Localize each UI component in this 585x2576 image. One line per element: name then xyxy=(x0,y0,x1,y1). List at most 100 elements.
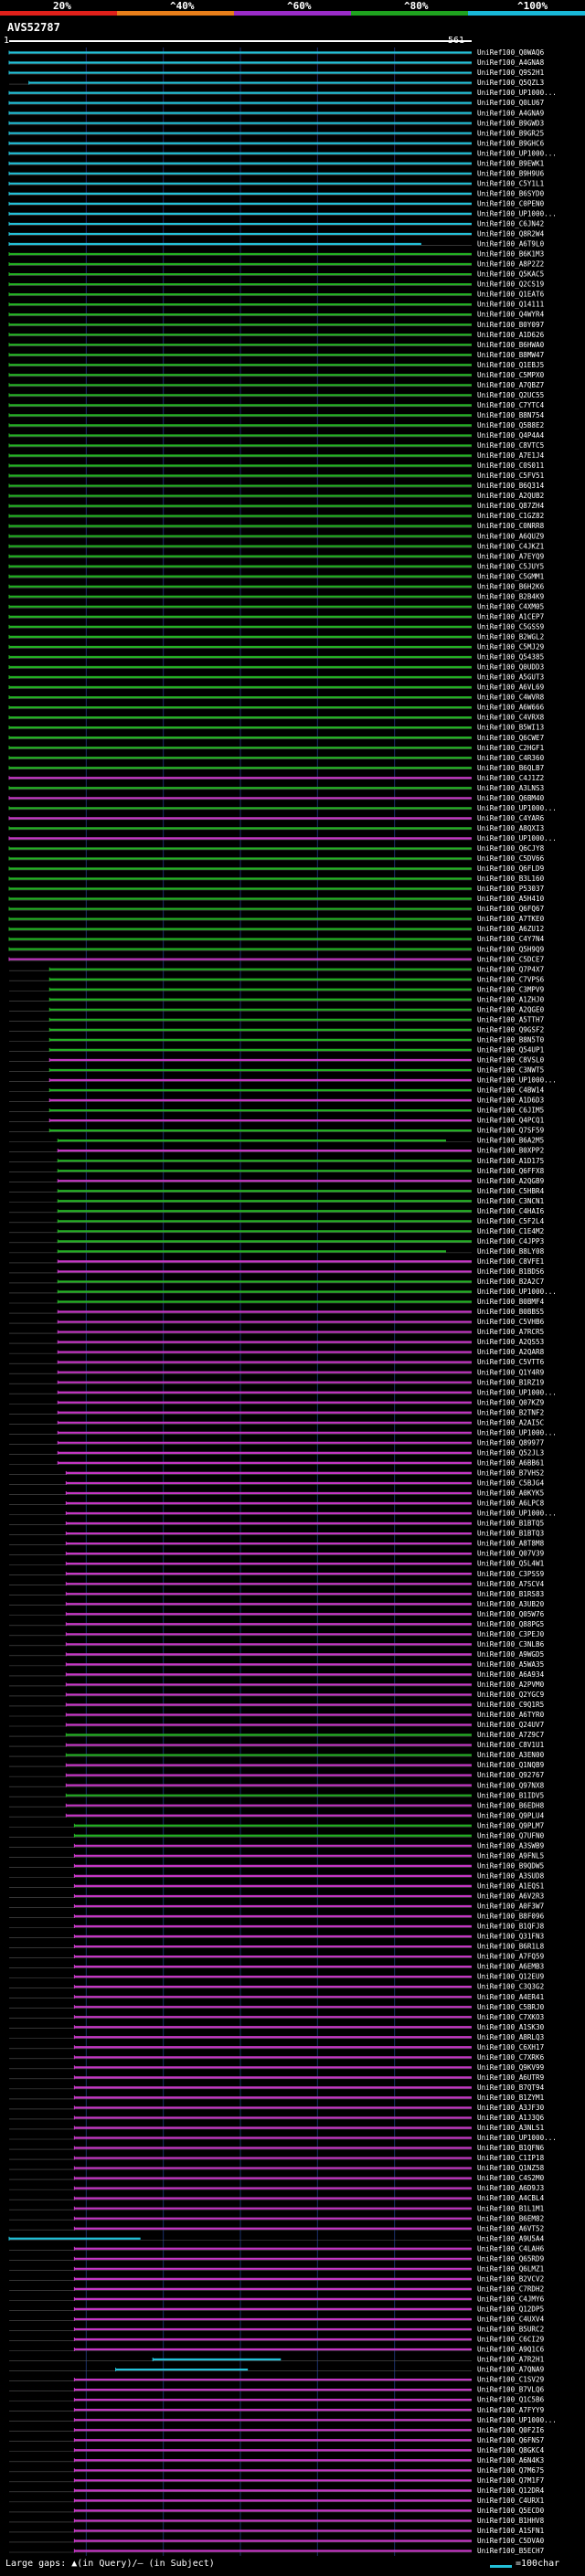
hit-label[interactable]: UniRef100_B6QLB7 xyxy=(477,764,544,772)
hit-label[interactable]: UniRef100_A7QNA9 xyxy=(477,2366,545,2374)
hit-label[interactable]: UniRef100_A6BB61 xyxy=(477,1458,545,1467)
hit-label[interactable]: UniRef100_B3L160 xyxy=(477,875,545,883)
hit-label[interactable]: UniRef100_B1BDS6 xyxy=(477,1267,545,1276)
hit-label[interactable]: UniRef100_Q0WAQ6 xyxy=(477,48,545,57)
hit-label[interactable]: UniRef100_Q24UV7 xyxy=(477,1721,544,1729)
hit-label[interactable]: UniRef100_C1SV29 xyxy=(477,2376,545,2384)
hit-label[interactable]: UniRef100_UP1000... xyxy=(477,2416,557,2424)
hit-label[interactable]: UniRef100_B6R1L8 xyxy=(477,1943,545,1951)
hit-label[interactable]: UniRef100_Q9PLU4 xyxy=(477,1811,545,1819)
hit-label[interactable]: UniRef100_Q4P4A4 xyxy=(477,431,545,440)
hit-label[interactable]: UniRef100_A6V2R3 xyxy=(477,1892,544,1901)
hit-label[interactable]: UniRef100_A7R2H1 xyxy=(477,2356,545,2364)
hit-label[interactable]: UniRef100_A5TTH7 xyxy=(477,1015,544,1023)
hit-label[interactable]: UniRef100_Q07V39 xyxy=(477,1550,545,1558)
hit-label[interactable]: UniRef100_UP1000... xyxy=(477,1076,557,1085)
hit-label[interactable]: UniRef100_P53037 xyxy=(477,885,544,893)
hit-label[interactable]: UniRef100_A5GUT3 xyxy=(477,673,544,682)
hit-label[interactable]: UniRef100_B0Y097 xyxy=(477,321,544,329)
hit-label[interactable]: UniRef100_A5H410 xyxy=(477,895,545,903)
hit-label[interactable]: UniRef100_C4J1Z2 xyxy=(477,774,544,782)
hit-label[interactable]: UniRef100_C4UXV4 xyxy=(477,2316,545,2324)
hit-label[interactable]: UniRef100_Q1NZ58 xyxy=(477,2164,545,2172)
hit-label[interactable]: UniRef100_B1HHV8 xyxy=(477,2517,545,2525)
hit-label[interactable]: UniRef100_Q6BM40 xyxy=(477,794,545,802)
hit-label[interactable]: UniRef100_A9WGD5 xyxy=(477,1650,544,1659)
hit-label[interactable]: UniRef100_C5MJ29 xyxy=(477,643,545,652)
hit-label[interactable]: UniRef100_C4YAR6 xyxy=(477,814,545,822)
hit-label[interactable]: UniRef100_A2PVM0 xyxy=(477,1680,545,1689)
hit-label[interactable]: UniRef100_B2B4K9 xyxy=(477,592,545,600)
hit-label[interactable]: UniRef100_A1D626 xyxy=(477,331,545,339)
hit-label[interactable]: UniRef100_B5ECH7 xyxy=(477,2547,544,2555)
hit-label[interactable]: UniRef100_C5FV51 xyxy=(477,472,545,480)
hit-label[interactable]: UniRef100_Q92767 xyxy=(477,1771,544,1779)
hit-label[interactable]: UniRef100_C1E4M2 xyxy=(477,1227,544,1235)
hit-label[interactable]: UniRef100_C4URX1 xyxy=(477,2496,545,2505)
hit-label[interactable]: UniRef100_C0NRR8 xyxy=(477,522,545,530)
hit-label[interactable]: UniRef100_B7QT94 xyxy=(477,2083,545,2092)
hit-label[interactable]: UniRef100_A4ER41 xyxy=(477,1993,545,2001)
hit-label[interactable]: UniRef100_A0KYK5 xyxy=(477,1489,544,1498)
hit-label[interactable]: UniRef100_Q9PLM7 xyxy=(477,1821,544,1829)
hit-label[interactable]: UniRef100_A3SWB9 xyxy=(477,1841,545,1850)
hit-label[interactable]: UniRef100_A9U5A4 xyxy=(477,2234,545,2242)
hit-label[interactable]: UniRef100_B8N754 xyxy=(477,411,545,419)
hit-label[interactable]: UniRef100_A1J3Q6 xyxy=(477,2114,545,2122)
hit-label[interactable]: UniRef100_A3SUD8 xyxy=(477,1871,545,1880)
hit-label[interactable]: UniRef100_A7E1J4 xyxy=(477,451,545,460)
hit-label[interactable]: UniRef100_Q89977 xyxy=(477,1438,544,1447)
hit-label[interactable]: UniRef100_B0BBS5 xyxy=(477,1308,544,1316)
hit-label[interactable]: UniRef100_C5DV66 xyxy=(477,854,545,863)
hit-label[interactable]: UniRef100_B6EDH8 xyxy=(477,1801,545,1809)
hit-label[interactable]: UniRef100_C3Q3G2 xyxy=(477,1983,544,1991)
hit-label[interactable]: UniRef100_B7VLQ6 xyxy=(477,2386,545,2394)
hit-label[interactable]: UniRef100_Q1EBJ5 xyxy=(477,361,544,369)
hit-label[interactable]: UniRef100_B8F096 xyxy=(477,1913,545,1921)
hit-label[interactable]: UniRef100_UP1000... xyxy=(477,89,557,97)
hit-label[interactable]: UniRef100_A8QXI3 xyxy=(477,824,544,832)
hit-label[interactable]: UniRef100_B2TNF2 xyxy=(477,1408,544,1416)
hit-label[interactable]: UniRef100_C4BW14 xyxy=(477,1087,545,1095)
hit-label[interactable]: UniRef100_C4LAH6 xyxy=(477,2244,545,2253)
hit-label[interactable]: UniRef100_C5F2L4 xyxy=(477,1217,545,1225)
hit-label[interactable]: UniRef100_Q9GSF2 xyxy=(477,1025,544,1034)
hit-label[interactable]: UniRef100_UP1000... xyxy=(477,834,557,843)
hit-label[interactable]: UniRef100_Q8GKC4 xyxy=(477,2446,545,2454)
hit-label[interactable]: UniRef100_Q5H9Q9 xyxy=(477,945,545,953)
hit-label[interactable]: UniRef100_Q88PG5 xyxy=(477,1620,544,1628)
hit-label[interactable]: UniRef100_Q2UC55 xyxy=(477,391,544,399)
hit-label[interactable]: UniRef100_B1QFN6 xyxy=(477,2144,545,2152)
hit-label[interactable]: UniRef100_Q52JL3 xyxy=(477,1448,544,1457)
hit-label[interactable]: UniRef100_C5GMM1 xyxy=(477,572,545,580)
hit-label[interactable]: UniRef100_C5DCE7 xyxy=(477,955,544,963)
hit-label[interactable]: UniRef100_B6H2K6 xyxy=(477,582,545,590)
hit-label[interactable]: UniRef100_A4GNA8 xyxy=(477,58,545,67)
hit-label[interactable]: UniRef100_C5JUY5 xyxy=(477,562,544,570)
hit-label[interactable]: UniRef100_B2VCV2 xyxy=(477,2274,544,2283)
hit-label[interactable]: UniRef100_C5BRJ0 xyxy=(477,2003,545,2011)
hit-label[interactable]: UniRef100_Q2CS19 xyxy=(477,281,545,289)
hit-label[interactable]: UniRef100_C5HBR4 xyxy=(477,1187,545,1195)
hit-label[interactable]: UniRef100_A6UTR9 xyxy=(477,2073,545,2082)
hit-label[interactable]: UniRef100_Q6FFX8 xyxy=(477,1167,545,1175)
hit-label[interactable]: UniRef100_Q6FQ67 xyxy=(477,905,544,913)
hit-label[interactable]: UniRef100_B1IDV5 xyxy=(477,1791,544,1799)
hit-label[interactable]: UniRef100_B1RS83 xyxy=(477,1590,544,1598)
hit-label[interactable]: UniRef100_B6HWA0 xyxy=(477,341,545,349)
hit-label[interactable]: UniRef100_A6TYR0 xyxy=(477,1711,545,1719)
hit-label[interactable]: UniRef100_Q1Y4R9 xyxy=(477,1368,545,1376)
hit-label[interactable]: UniRef100_Q12DR4 xyxy=(477,2486,545,2495)
hit-label[interactable]: UniRef100_C9Q1R5 xyxy=(477,1701,544,1709)
hit-label[interactable]: UniRef100_C5DVA0 xyxy=(477,2537,545,2545)
hit-label[interactable]: UniRef100_Q6CWE7 xyxy=(477,734,544,742)
hit-label[interactable]: UniRef100_A6T9L0 xyxy=(477,240,545,249)
hit-label[interactable]: UniRef100_UP1000... xyxy=(477,1510,557,1518)
hit-label[interactable]: UniRef100_B8LY08 xyxy=(477,1247,545,1256)
hit-label[interactable]: UniRef100_B6Q314 xyxy=(477,482,545,490)
hit-label[interactable]: UniRef100_A2QAR8 xyxy=(477,1348,545,1356)
hit-label[interactable]: UniRef100_C4Y7N4 xyxy=(477,935,545,943)
hit-label[interactable]: UniRef100_Q65RD9 xyxy=(477,2254,545,2263)
hit-label[interactable]: UniRef100_UP1000... xyxy=(477,2134,557,2142)
hit-label[interactable]: UniRef100_C2HGF1 xyxy=(477,744,545,752)
